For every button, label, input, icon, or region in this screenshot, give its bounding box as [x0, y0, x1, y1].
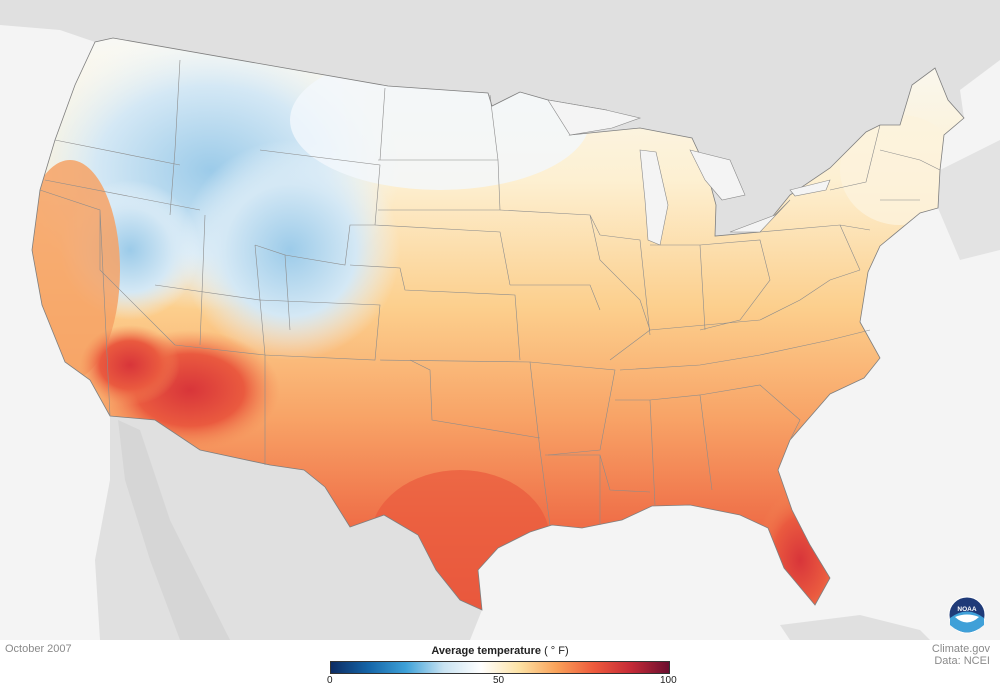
neighbor-land: [0, 0, 1000, 640]
lake-huron: [689, 149, 746, 201]
credit-source: Climate.gov: [931, 643, 990, 655]
map-canvas: NOAA: [0, 0, 1000, 640]
credit: Climate.gov Data: NCEI: [932, 643, 990, 667]
canada-east-land: [938, 140, 1000, 260]
legend-tick-mid: 50: [493, 675, 505, 686]
footer: October 2007 Average temperature ( ° F) …: [0, 640, 1000, 690]
credit-data: Data: NCEI: [934, 655, 990, 667]
lake-superior: [547, 99, 642, 136]
lake-erie: [729, 199, 791, 233]
date-label: October 2007: [5, 643, 72, 655]
legend-tick-min: 0: [327, 675, 333, 686]
canada-land: [0, 0, 1000, 236]
baja-peninsula: [118, 420, 230, 640]
legend-color-bar: [330, 661, 670, 674]
state-borders: [39, 59, 941, 526]
temperature-map: NOAA: [0, 0, 1000, 640]
legend-tick-max: 100: [660, 675, 677, 686]
legend-unit: ( ° F): [544, 645, 569, 657]
noaa-logo: NOAA: [948, 596, 986, 634]
noaa-logo-text: NOAA: [957, 606, 976, 613]
great-lakes: [547, 99, 831, 246]
legend-title-text: Average temperature: [431, 645, 541, 657]
legend-title: Average temperature ( ° F): [330, 645, 670, 657]
cuba-land: [780, 615, 930, 640]
lake-ontario: [789, 179, 831, 197]
